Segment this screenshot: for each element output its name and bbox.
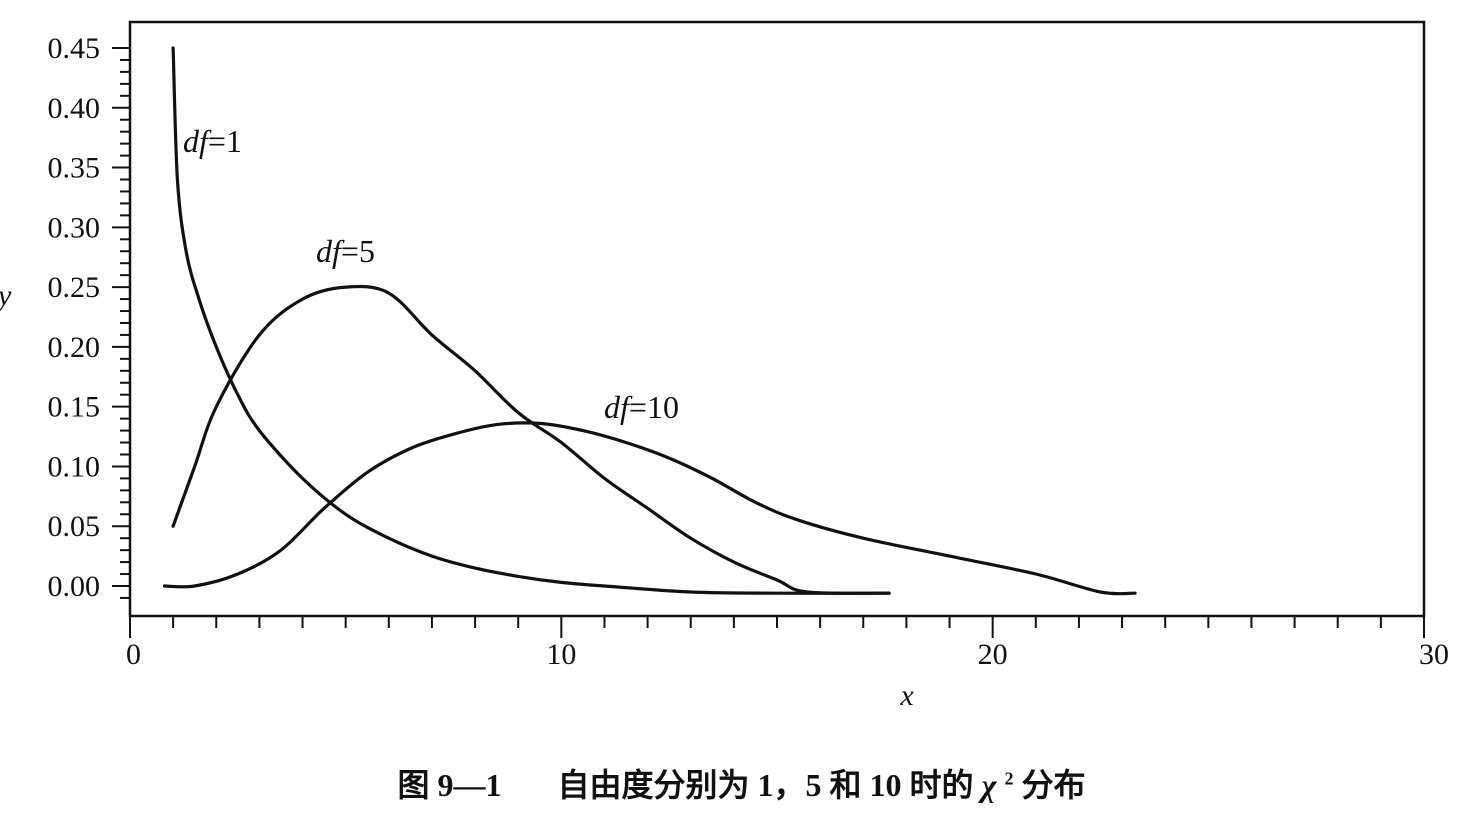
y-tick-label: 0.20 (48, 331, 101, 364)
plot-border (128, 20, 1426, 618)
y-tick-label: 0.25 (48, 271, 101, 304)
y-tick-label: 0.40 (48, 92, 101, 125)
caption-symbol: χ (981, 767, 997, 803)
caption-text-after: 分布 (1021, 767, 1086, 803)
y-tick-label: 0.00 (48, 570, 101, 603)
y-tick-label: 0.15 (48, 391, 101, 424)
y-tick-label: 0.45 (48, 32, 101, 65)
series-line-df-1 (171, 46, 891, 595)
y-tick-label: 0.10 (48, 450, 101, 483)
y-tick-label: 0.35 (48, 152, 101, 185)
labels-layer: df=1 df=5 df=10 (183, 123, 679, 425)
series-line-df-10 (162, 421, 1137, 596)
x-axis-title: x (899, 679, 914, 712)
figure-caption: 图 9—1 自由度分别为 1，5 和 10 时的 χ 2 分布 (0, 760, 1483, 806)
y-tick-label: 0.05 (48, 510, 101, 543)
caption-text-before: 自由度分别为 1，5 和 10 时的 (557, 767, 982, 803)
series-label-df-5: df=5 (316, 233, 375, 269)
series-label-df-10: df=10 (604, 389, 679, 425)
caption-superscript: 2 (1004, 768, 1014, 789)
x-axis: 0 10 20 30 x (126, 616, 1449, 712)
series-line-df-5 (171, 284, 891, 595)
y-axis-title: y (0, 279, 12, 312)
y-tick-label: 0.30 (48, 211, 101, 244)
series-layer (162, 46, 1137, 596)
figure-number: 图 9—1 (397, 767, 502, 803)
y-axis: 0.00 0.05 0.10 0.15 0.20 0.25 0.30 0.35 0.40 0.45… (0, 32, 130, 603)
x-tick-label: 0 (126, 638, 141, 671)
plot-frame (128, 20, 1426, 618)
series-label-df-1: df=1 (183, 123, 242, 159)
x-tick-label: 10 (546, 638, 576, 671)
x-tick-label: 30 (1419, 638, 1449, 671)
x-tick-label: 20 (978, 638, 1008, 671)
